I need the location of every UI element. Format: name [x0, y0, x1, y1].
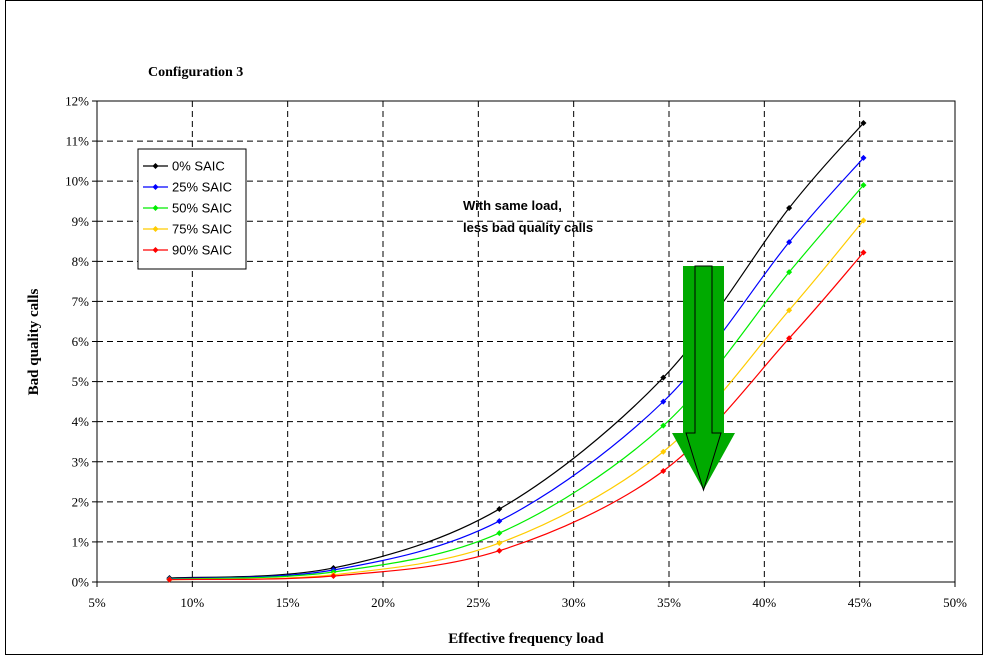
y-tick-labels: 0% 1% 2% 3% 4% 5% 6% 7% 8% 9% 10% 11% 12%: [65, 94, 89, 590]
legend-marker: [152, 163, 159, 169]
legend-marker: [152, 247, 159, 253]
data-point: [860, 249, 867, 256]
x-tick-label: 50%: [943, 595, 967, 610]
data-point: [660, 467, 667, 474]
chart-title: Configuration 3: [148, 65, 243, 80]
x-axis-title: Effective frequency load: [448, 631, 604, 647]
grid: [92, 100, 956, 587]
x-tick-label: 25%: [466, 595, 490, 610]
data-point: [660, 398, 667, 405]
legend-label: 75% SAIC: [172, 222, 232, 237]
x-tick-label: 40%: [752, 595, 776, 610]
annotation-arrow: [672, 265, 735, 492]
y-tick-label: 0%: [72, 575, 90, 590]
y-tick-label: 1%: [72, 534, 90, 549]
data-point: [860, 120, 867, 127]
y-tick-label: 6%: [72, 334, 90, 349]
data-point: [496, 547, 503, 554]
data-point: [860, 154, 867, 161]
legend-marker: [152, 184, 159, 190]
y-tick-label: 4%: [72, 414, 90, 429]
y-tick-label: 10%: [65, 174, 89, 189]
x-tick-labels: 5% 10% 15% 20% 25% 30% 35% 40% 45% 50%: [88, 595, 967, 610]
data-point: [786, 239, 793, 246]
y-tick-label: 5%: [72, 374, 90, 389]
y-tick-label: 12%: [65, 94, 89, 109]
y-tick-label: 8%: [72, 254, 90, 269]
data-point: [786, 307, 793, 314]
legend-label: 50% SAIC: [172, 201, 232, 216]
legend-label: 0% SAIC: [172, 159, 225, 174]
x-tick-label: 5%: [88, 595, 106, 610]
data-point: [496, 518, 503, 525]
x-tick-label: 20%: [371, 595, 395, 610]
legend-marker: [152, 205, 159, 211]
y-tick-label: 3%: [72, 454, 90, 469]
y-tick-label: 11%: [66, 134, 90, 149]
down-arrow-outline: [685, 265, 722, 492]
legend-label: 90% SAIC: [172, 243, 232, 258]
y-tick-label: 2%: [72, 494, 90, 509]
data-point: [660, 448, 667, 455]
data-point: [860, 182, 867, 189]
data-point: [496, 540, 503, 547]
legend: 0% SAIC 25% SAIC 50% SAIC 75% SAIC 90% SAIC: [137, 148, 247, 270]
y-tick-label: 9%: [72, 214, 90, 229]
y-tick-label: 7%: [72, 294, 90, 309]
data-point: [330, 572, 337, 579]
data-point: [496, 506, 503, 513]
data-point: [860, 217, 867, 224]
series-points: [166, 120, 867, 583]
legend-marker: [152, 226, 159, 232]
data-point: [786, 205, 793, 212]
data-point: [496, 530, 503, 537]
data-point: [660, 422, 667, 429]
legend-label: 25% SAIC: [172, 180, 232, 195]
x-tick-label: 15%: [276, 595, 300, 610]
x-tick-label: 35%: [657, 595, 681, 610]
data-point: [786, 335, 793, 342]
annotation-line-2: less bad quality calls: [463, 220, 593, 235]
data-point: [786, 269, 793, 276]
y-axis-title: Bad quality calls: [26, 288, 42, 395]
annotation-line-1: With same load,: [463, 198, 562, 213]
x-tick-label: 30%: [562, 595, 586, 610]
data-point: [166, 576, 173, 583]
x-tick-label: 45%: [848, 595, 872, 610]
data-point: [660, 374, 667, 381]
x-tick-label: 10%: [180, 595, 204, 610]
